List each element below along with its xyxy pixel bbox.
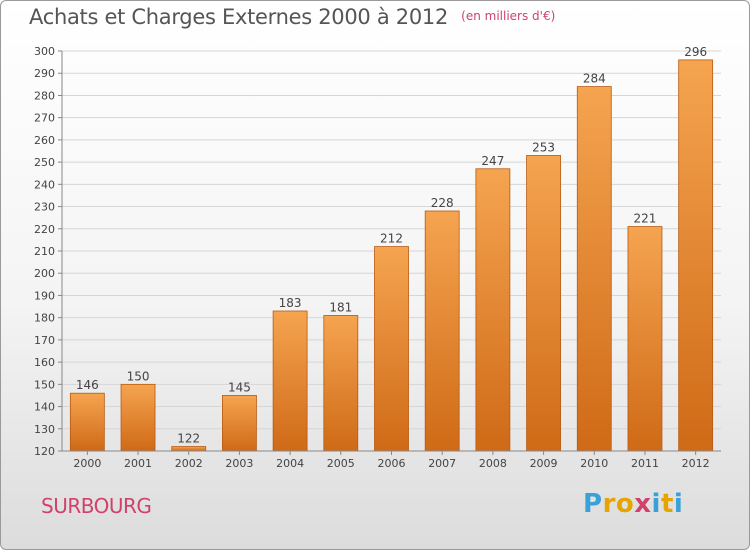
y-tick-label: 280 [34,89,55,102]
y-tick-label: 290 [34,67,55,80]
logo-letter: t [660,489,674,519]
x-tick-label: 2007 [428,457,456,470]
y-tick-label: 300 [34,45,55,58]
bar-2003 [222,395,257,452]
bar-value-label: 150 [127,369,150,383]
title-row: Achats et Charges Externes 2000 à 2012 (… [29,5,555,29]
x-tick-label: 2003 [225,457,253,470]
logo-letter: o [615,489,635,519]
chart-title: Achats et Charges Externes 2000 à 2012 [29,5,449,29]
logo-letter: i [651,489,661,519]
bar-2010 [576,86,612,452]
y-axis: 120 130 140 150 160 170 180 190 200 210 220 230 240 2… [34,45,63,458]
logo-letter: P [583,489,603,519]
y-tick-label: 200 [34,267,55,280]
y-tick-label: 120 [34,445,55,458]
bar-2005 [323,315,359,452]
bar-value-label: 253 [532,140,555,154]
bar-value-label: 296 [684,45,707,59]
bar-value-label: 212 [380,232,403,246]
y-tick-label: 140 [34,401,55,414]
bar-2007 [424,210,460,452]
bar-2001 [120,383,156,452]
x-tick-label: 2000 [73,457,101,470]
bar-value-label: 284 [583,72,606,86]
x-tick-label: 2010 [580,457,608,470]
logo-letter: x [634,489,652,519]
y-tick-label: 250 [34,156,55,169]
x-axis: 2000 2001 2002 2003 2004 2005 2006 2007 2008 2009… [62,450,721,470]
chart-subtitle: (en milliers d'€) [461,9,556,23]
y-tick-label: 190 [34,289,55,302]
x-tick-label: 2012 [682,457,710,470]
y-tick-label: 240 [34,178,55,191]
x-tick-label: 2004 [276,457,304,470]
x-tick-label: 2009 [530,457,558,470]
bar-2011 [627,226,663,452]
bar-value-label: 122 [177,432,200,446]
bar-2006 [374,246,409,452]
bar-value-label: 228 [431,196,454,210]
y-tick-label: 230 [34,201,55,214]
x-tick-label: 2001 [124,457,152,470]
bar-value-label: 146 [76,378,99,392]
y-tick-label: 180 [34,312,55,325]
logo-letter: r [602,489,616,519]
y-tick-label: 170 [34,334,55,347]
y-tick-label: 260 [34,134,55,147]
town-name: SURBOURG [41,494,152,518]
bar-value-label: 183 [279,296,302,310]
x-tick-label: 2006 [378,457,406,470]
y-tick-label: 210 [34,245,55,258]
bar-value-label: 247 [481,154,504,168]
y-tick-label: 130 [34,423,55,436]
logo-letter: i [673,489,684,519]
bar-2002 [171,446,207,452]
bars: 146 150 122 145 183 181 212 228 247 253 284 221 296 [69,45,714,452]
y-tick-label: 160 [34,356,55,369]
bar-value-label: 145 [228,380,251,394]
x-tick-label: 2002 [175,457,203,470]
bar-value-label: 181 [329,300,352,314]
y-tick-label: 220 [34,223,55,236]
x-tick-label: 2008 [479,457,507,470]
bar-2012 [678,59,714,452]
bar-2004 [272,310,308,452]
bar-2009 [526,155,561,452]
bar-2008 [475,168,511,452]
y-tick-label: 270 [34,112,55,125]
x-tick-label: 2011 [631,457,659,470]
x-tick-label: 2005 [327,457,355,470]
bar-2000 [69,392,105,452]
bar-value-label: 221 [634,212,657,226]
y-tick-label: 150 [34,378,55,391]
proxiti-logo[interactable]: Proxiti [583,489,683,519]
